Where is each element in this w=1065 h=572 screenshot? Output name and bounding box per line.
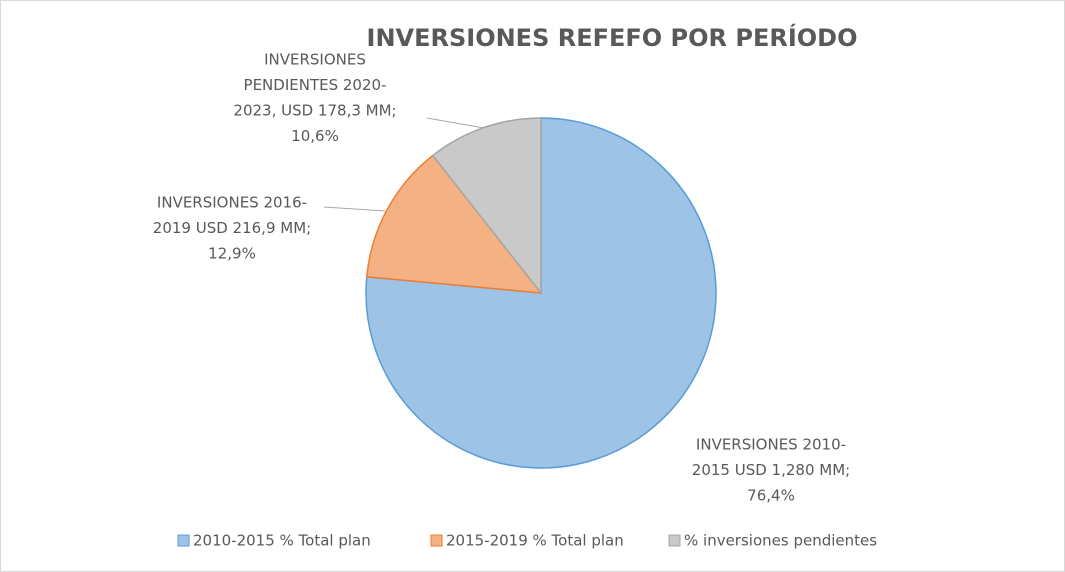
- data-label: INVERSIONES 2016-: [157, 194, 307, 212]
- data-label: INVERSIONES 2010-: [696, 436, 846, 454]
- data-label: 76,4%: [747, 487, 795, 505]
- data-label: 2015 USD 1,280 MM;: [692, 461, 850, 479]
- legend-label: 2015-2019 % Total plan: [446, 532, 624, 550]
- legend-swatch: [430, 534, 443, 547]
- data-label: 2019 USD 216,9 MM;: [153, 219, 311, 237]
- data-label: 2023, USD 178,3 MM;: [233, 102, 396, 120]
- data-label: INVERSIONES: [264, 51, 366, 69]
- legend-label: 2010-2015 % Total plan: [193, 532, 371, 550]
- legend-swatch: [668, 534, 681, 547]
- data-label: 10,6%: [291, 127, 339, 145]
- chart-title: INVERSIONES REFEFO POR PERÍODO: [367, 23, 858, 52]
- data-label: 12,9%: [208, 245, 256, 263]
- leader-line: [426, 117, 485, 129]
- pie-slice: [365, 154, 543, 294]
- legend-swatch: [177, 534, 190, 547]
- leader-line: [323, 206, 386, 212]
- legend-label: % inversiones pendientes: [684, 532, 877, 550]
- data-label: PENDIENTES 2020-: [244, 76, 387, 94]
- pie-slice: [431, 117, 542, 296]
